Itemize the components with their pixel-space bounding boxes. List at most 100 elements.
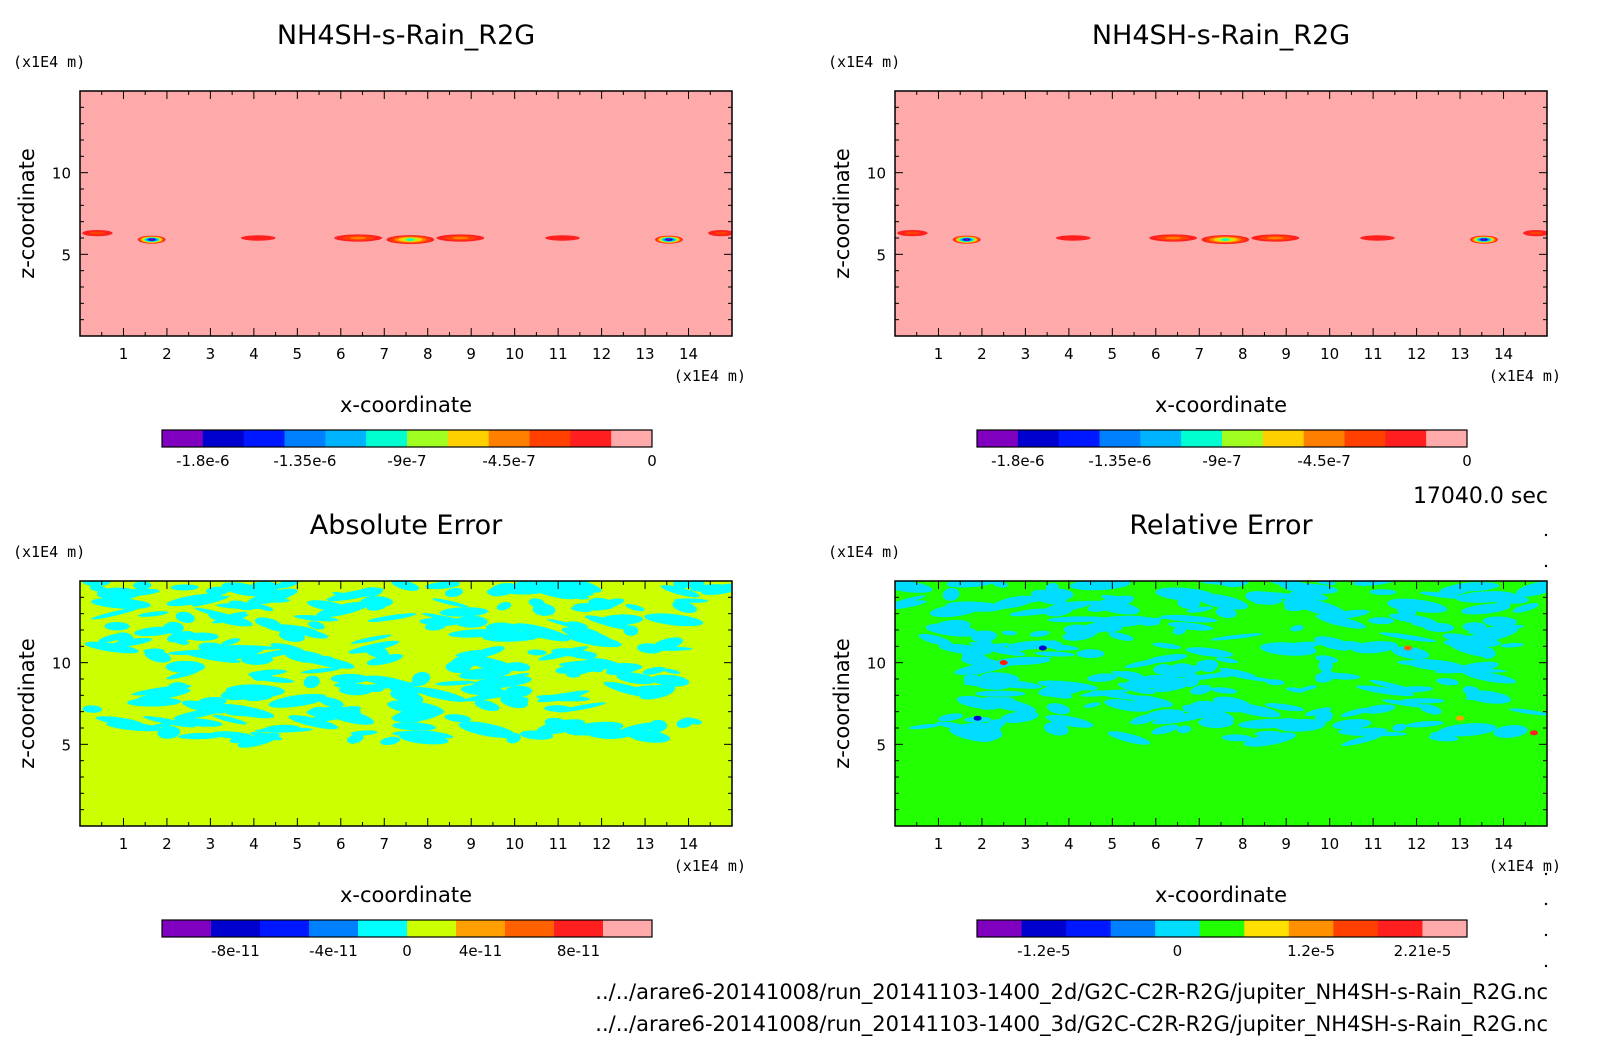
x-tick-label: 7 <box>379 835 389 853</box>
x-tick-label: 13 <box>636 835 655 853</box>
error-patch <box>1461 603 1511 615</box>
error-patch <box>459 667 511 680</box>
error-patch <box>182 651 241 663</box>
error-spot <box>973 715 982 721</box>
error-patch <box>701 583 732 595</box>
error-patch <box>470 646 505 659</box>
x-tick-label: 7 <box>379 345 389 363</box>
error-patch <box>570 650 597 659</box>
error-patch <box>1044 721 1069 736</box>
error-patch <box>170 584 199 591</box>
error-patch <box>528 584 577 600</box>
error-patch <box>144 649 171 663</box>
error-patch <box>219 645 279 650</box>
colorbar-label: -1.8e-6 <box>176 452 229 470</box>
error-patch <box>82 705 103 713</box>
error-patch <box>326 588 384 602</box>
error-patch <box>1159 709 1175 719</box>
tick-marks <box>79 580 733 827</box>
colorbar-label: -9e-7 <box>1202 452 1241 470</box>
error-patch <box>954 661 1011 675</box>
error-patch <box>1197 659 1219 672</box>
error-spot <box>1529 730 1538 736</box>
feature-contour <box>240 235 276 241</box>
error-patch <box>303 675 320 689</box>
colorbar-swatch <box>407 430 449 447</box>
error-patch <box>1130 714 1157 725</box>
error-patch <box>1167 622 1214 631</box>
error-patch <box>463 696 491 702</box>
error-patch <box>969 641 1026 656</box>
x-unit-label: (x1E4 m) <box>674 857 746 875</box>
error-patch <box>625 604 645 612</box>
error-patch <box>448 629 502 638</box>
plot-area <box>80 581 732 826</box>
colorbar-swatch <box>611 430 653 447</box>
x-tick-label: 8 <box>1238 345 1248 363</box>
error-patch <box>1117 671 1144 680</box>
error-patch <box>986 679 1042 689</box>
x-tick-label: 14 <box>1494 835 1513 853</box>
error-patch <box>1177 596 1201 610</box>
y-tick-label: 10 <box>867 655 886 673</box>
error-patch <box>1000 711 1039 723</box>
error-patch <box>1482 616 1517 627</box>
x-axis-label: x-coordinate <box>340 883 472 907</box>
colorbar-swatch <box>1262 430 1305 447</box>
error-patch <box>422 613 479 627</box>
error-patch <box>1009 608 1056 617</box>
x-tick-label: 1 <box>119 835 129 853</box>
error-patch <box>1390 686 1434 693</box>
error-patch <box>985 719 1006 729</box>
error-patch <box>1290 625 1304 632</box>
error-patch <box>624 685 676 695</box>
x-tick-label: 6 <box>1151 835 1161 853</box>
error-patch <box>599 614 644 626</box>
error-patch <box>1405 720 1444 728</box>
colorbar-swatch <box>211 920 261 937</box>
error-patch <box>1509 708 1547 716</box>
error-patch <box>432 598 469 608</box>
error-patch <box>1314 710 1333 724</box>
error-patch <box>506 732 521 744</box>
error-patch <box>1080 689 1130 697</box>
error-patches <box>82 581 732 748</box>
plot-area <box>80 91 732 336</box>
colorbar-swatch <box>1155 920 1201 937</box>
error-patch <box>1340 707 1371 717</box>
error-spot <box>1456 715 1465 721</box>
chart-title: NH4SH-s-Rain_R2G <box>1092 20 1350 51</box>
feature-contour <box>350 236 367 240</box>
error-patch <box>380 736 401 746</box>
error-patch <box>1356 685 1415 697</box>
feature-contour <box>1267 236 1284 240</box>
error-patch <box>970 630 998 643</box>
error-patch <box>1029 630 1050 637</box>
error-patch <box>297 629 329 639</box>
error-patch <box>506 662 531 672</box>
colorbar-label: 0 <box>1173 942 1183 960</box>
error-patch <box>1406 659 1467 672</box>
x-tick-label: 12 <box>1407 345 1426 363</box>
error-patch <box>1229 674 1279 683</box>
feature-4 <box>1149 234 1198 242</box>
error-patch <box>652 637 683 651</box>
error-patch <box>1006 596 1051 604</box>
feature-contour <box>406 238 415 241</box>
error-patch <box>486 589 503 597</box>
error-patch <box>582 662 604 673</box>
error-patch <box>91 597 151 609</box>
error-patch <box>895 581 933 593</box>
colorbar-swatch <box>1333 920 1379 937</box>
colorbar-label: 0 <box>402 942 412 960</box>
error-patch <box>562 667 589 675</box>
colorbar-swatch <box>456 920 506 937</box>
x-tick-label: 4 <box>1064 345 1074 363</box>
error-patch <box>963 673 1002 686</box>
feature-3 <box>240 235 276 241</box>
x-tick-label: 11 <box>1364 835 1383 853</box>
error-patch <box>1118 682 1156 695</box>
feature-8 <box>655 235 683 244</box>
feature-1 <box>897 229 928 237</box>
